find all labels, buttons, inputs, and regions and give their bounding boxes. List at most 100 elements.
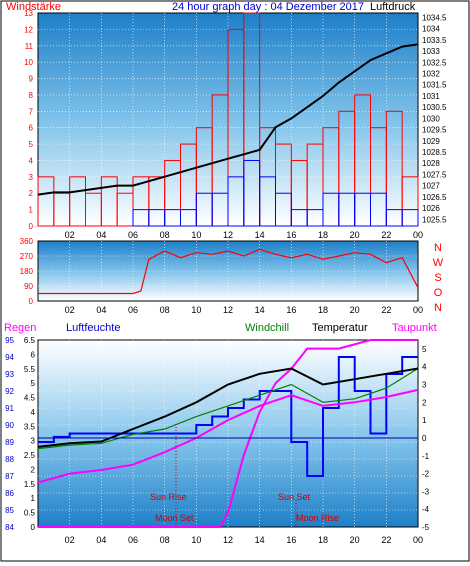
y-tick-label: 2 — [422, 398, 427, 407]
temperature-line — [37, 367, 419, 448]
y-tick-label: 84 — [5, 523, 14, 532]
sunrise-marker: Sun Rise — [150, 492, 187, 502]
compass-label: N — [434, 302, 442, 314]
y-tick-label: 93 — [5, 370, 14, 379]
hour-axis-labels-2: 02 04 06 08 10 12 14 16 18 20 22 00 — [65, 305, 423, 315]
hour-tick-label: 08 — [160, 230, 170, 240]
wind-direction-line — [38, 248, 419, 295]
y-tick-label: 8 — [29, 91, 34, 100]
y-tick-label: 0.5 — [24, 509, 36, 518]
y-tick-label: 2 — [29, 189, 34, 198]
y-tick-label: 360 — [20, 237, 34, 246]
y-tick-label: 90 — [24, 282, 33, 291]
y-tick-label: 1027.5 — [422, 170, 447, 179]
header-left-label: Windstärke — [6, 1, 61, 13]
hour-tick-label: 20 — [350, 305, 360, 315]
y-tick-label: 10 — [24, 58, 33, 67]
y-tick-label: 13 — [24, 9, 33, 18]
hour-tick-label: 18 — [318, 305, 328, 315]
hour-tick-label: 10 — [191, 535, 201, 545]
y-tick-label: 1033 — [422, 47, 440, 56]
y-tick-label: 0 — [422, 434, 427, 443]
y-tick-label: 5 — [29, 140, 34, 149]
y-tick-label: 89 — [5, 438, 14, 447]
y-tick-label: 1029 — [422, 137, 440, 146]
pressure-axis-labels: 1025.5 1026 1026.5 1027 1027.5 1028 1028.5 1029… — [422, 13, 447, 224]
moonrise-marker: Moon Rise — [296, 513, 339, 523]
y-tick-label: 5.5 — [24, 365, 36, 374]
hour-tick-label: 16 — [286, 230, 296, 240]
y-tick-label: 4 — [29, 156, 34, 165]
y-tick-label: 1029.5 — [422, 126, 447, 135]
hour-tick-label: 20 — [350, 230, 360, 240]
y-tick-label: 1027 — [422, 182, 440, 191]
y-tick-label: 1034.5 — [422, 13, 447, 22]
hour-tick-label: 02 — [65, 535, 75, 545]
hour-tick-label: 00 — [413, 535, 423, 545]
hour-axis-labels-3: 02 04 06 08 10 12 14 16 18 20 22 00 — [65, 535, 423, 545]
y-tick-label: 2 — [31, 465, 36, 474]
y-tick-label: 9 — [29, 75, 34, 84]
y-tick-label: 4 — [31, 408, 36, 417]
hour-tick-label: 22 — [381, 230, 391, 240]
hour-axis-labels-1: 02 04 06 08 10 12 14 16 18 20 22 00 — [65, 230, 423, 240]
dewpoint-line — [37, 388, 419, 484]
y-tick-label: 1026 — [422, 204, 440, 213]
hour-tick-label: 08 — [160, 535, 170, 545]
hour-tick-label: 22 — [381, 305, 391, 315]
y-tick-label: 1 — [422, 416, 427, 425]
y-tick-label: 1028 — [422, 159, 440, 168]
hour-tick-label: 02 — [65, 305, 75, 315]
y-tick-label: 4 — [422, 363, 427, 372]
hour-tick-label: 00 — [413, 230, 423, 240]
hour-tick-label: 08 — [160, 305, 170, 315]
y-tick-label: 5 — [31, 379, 36, 388]
header-right-label: Luftdruck — [370, 1, 416, 13]
y-tick-label: 0 — [31, 523, 36, 532]
humidity-axis-labels: 84 85 86 87 88 89 90 91 92 93 94 95 — [5, 336, 14, 532]
hour-tick-label: 04 — [96, 535, 106, 545]
y-tick-label: 1026.5 — [422, 193, 447, 202]
legend-windchill: Windchill — [245, 322, 289, 334]
y-tick-label: 3 — [422, 381, 427, 390]
y-tick-label: 88 — [5, 455, 14, 464]
hour-tick-label: 14 — [255, 535, 265, 545]
y-tick-label: 1025.5 — [422, 215, 447, 224]
y-tick-label: -1 — [422, 452, 430, 461]
y-tick-label: 3 — [29, 173, 34, 182]
y-tick-label: 1 — [29, 206, 34, 215]
y-tick-label: 11 — [25, 42, 34, 51]
y-tick-label: 6.5 — [24, 336, 36, 345]
y-tick-label: 87 — [5, 472, 14, 481]
compass-label: O — [434, 287, 443, 299]
hour-tick-label: 16 — [286, 305, 296, 315]
y-tick-label: 1034 — [422, 25, 440, 34]
y-tick-label: 6 — [29, 124, 34, 133]
y-tick-label: 85 — [5, 506, 14, 515]
hour-tick-label: 12 — [223, 535, 233, 545]
compass-label: N — [434, 242, 442, 254]
y-tick-label: 1032.5 — [422, 58, 447, 67]
moonset-marker: Moon Set — [155, 513, 194, 523]
y-tick-label: 95 — [5, 336, 14, 345]
y-tick-label: 1033.5 — [422, 36, 447, 45]
direction-degree-labels: 0 90 180 270 360 — [20, 237, 34, 306]
y-tick-label: 1028.5 — [422, 148, 447, 157]
y-tick-label: 86 — [5, 489, 14, 498]
hour-tick-label: 10 — [191, 305, 201, 315]
y-tick-label: 0 — [29, 222, 34, 231]
y-tick-label: 6 — [31, 350, 36, 359]
hour-tick-label: 14 — [255, 230, 265, 240]
y-tick-label: 2.5 — [24, 451, 36, 460]
sunset-marker: Sun Set — [278, 492, 311, 502]
y-tick-label: -3 — [422, 487, 430, 496]
y-tick-label: 3.5 — [24, 422, 36, 431]
humidity-line — [38, 356, 418, 477]
y-tick-label: 1032 — [422, 70, 440, 79]
chart-title: 24 hour graph day : 04 Dezember 2017 — [172, 1, 364, 13]
y-tick-label: 1.5 — [24, 480, 36, 489]
hour-tick-label: 12 — [223, 230, 233, 240]
wind-avg-bar — [401, 209, 419, 227]
compass-label: W — [433, 257, 444, 269]
